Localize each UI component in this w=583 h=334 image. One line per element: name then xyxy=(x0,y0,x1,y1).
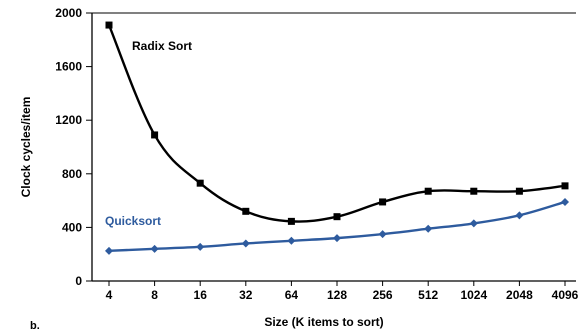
data-point xyxy=(151,131,159,139)
x-tick-label: 4 xyxy=(106,288,113,302)
x-tick-label: 1024 xyxy=(460,288,487,302)
x-axis-title: Size (K items to sort) xyxy=(264,315,383,329)
data-point xyxy=(379,198,387,206)
y-ticks: 0 400 800 1200 1600 2000 xyxy=(55,6,92,288)
panel-label: b. xyxy=(30,320,40,332)
x-ticks: 4 8 16 32 64 128 256 512 1024 2048 4096 xyxy=(106,281,579,302)
data-point xyxy=(378,230,387,239)
data-point xyxy=(287,217,295,225)
axes xyxy=(91,12,576,282)
data-point xyxy=(561,182,569,190)
series-line-quicksort xyxy=(108,200,566,253)
x-tick-label: 32 xyxy=(239,288,253,302)
x-tick-label: 8 xyxy=(151,288,158,302)
series-line-radix-sort xyxy=(107,24,566,223)
x-tick-label: 2048 xyxy=(506,288,533,302)
y-tick-label: 400 xyxy=(62,220,82,234)
data-point xyxy=(105,21,113,29)
data-point xyxy=(333,213,341,221)
x-tick-label: 512 xyxy=(418,288,438,302)
series-radix-sort xyxy=(105,21,569,225)
data-point xyxy=(470,187,478,195)
data-point xyxy=(515,211,524,220)
x-tick-label: 128 xyxy=(327,288,347,302)
series-group xyxy=(105,21,569,255)
data-point xyxy=(561,197,569,206)
y-tick-label: 0 xyxy=(75,274,82,288)
data-point xyxy=(105,246,113,255)
x-tick-label: 16 xyxy=(194,288,208,302)
y-tick-label: 800 xyxy=(62,167,82,181)
y-tick-label: 1200 xyxy=(55,113,82,127)
data-point xyxy=(424,187,432,195)
data-point xyxy=(196,179,204,187)
data-point xyxy=(469,219,478,228)
x-tick-label: 256 xyxy=(373,288,393,302)
x-tick-label: 4096 xyxy=(552,288,579,302)
data-point xyxy=(150,244,159,253)
data-point xyxy=(287,236,296,245)
y-axis-title: Clock cycles/item xyxy=(19,97,33,198)
data-point xyxy=(424,224,433,233)
x-tick-label: 64 xyxy=(285,288,299,302)
series-label-radix-sort: Radix Sort xyxy=(132,39,192,53)
series-labels: Radix Sort Quicksort xyxy=(105,39,192,228)
series-quicksort xyxy=(105,197,569,255)
y-tick-label: 2000 xyxy=(55,6,82,20)
data-point xyxy=(241,239,250,248)
data-point xyxy=(515,187,523,195)
data-point xyxy=(196,242,205,251)
series-label-quicksort: Quicksort xyxy=(105,214,161,228)
data-point xyxy=(333,234,341,243)
y-tick-label: 1600 xyxy=(55,60,82,74)
data-point xyxy=(242,207,250,215)
